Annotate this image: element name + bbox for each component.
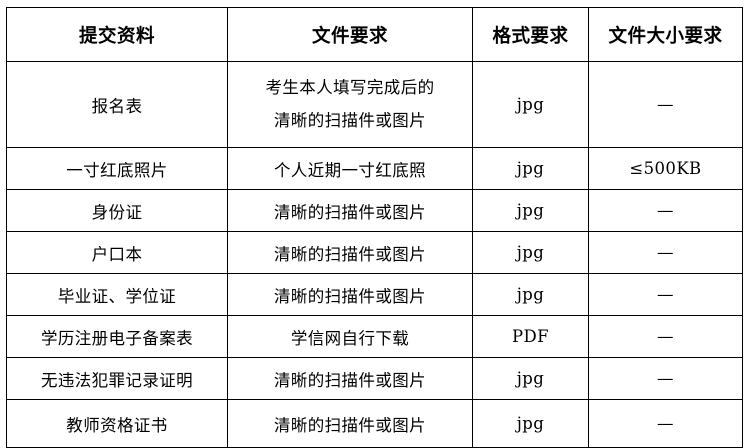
table-row: 学历注册电子备案表 学信网自行下载 PDF — [6,315,743,358]
table-row: 无违法犯罪记录证明 清晰的扫描件或图片 jpg — [6,357,743,400]
cell-file-size: — [588,61,743,148]
table-row: 报名表 考生本人填写完成后的 清晰的扫描件或图片 jpg — [6,61,743,148]
cell-material: 学历注册电子备案表 [6,315,228,358]
cell-file-requirement: 清晰的扫描件或图片 [227,231,473,274]
submission-materials-table: 提交资料 文件要求 格式要求 文件大小要求 报名表 考生本人填写完成后的 清晰的… [6,7,743,448]
cell-format: jpg [472,357,589,400]
cell-format: jpg [472,147,589,190]
cell-file-requirement: 学信网自行下载 [227,315,473,358]
cell-material: 无违法犯罪记录证明 [6,357,228,400]
table-header: 提交资料 文件要求 格式要求 文件大小要求 [6,7,743,62]
file-requirement-line-1: 考生本人填写完成后的 [265,78,435,98]
cell-file-size: — [588,315,743,358]
column-header-file-requirement: 文件要求 [227,7,473,62]
cell-file-size: — [588,357,743,400]
cell-file-size: — [588,189,743,232]
file-requirement-line-2: 清晰的扫描件或图片 [273,110,427,130]
cell-file-requirement: 个人近期一寸红底照 [227,147,473,190]
cell-material: 报名表 [6,61,228,148]
table-header-row: 提交资料 文件要求 格式要求 文件大小要求 [6,7,743,62]
table-row: 毕业证、学位证 清晰的扫描件或图片 jpg — [6,273,743,316]
column-header-material: 提交资料 [6,7,228,62]
cell-file-size: — [588,231,743,274]
cell-material: 毕业证、学位证 [6,273,228,316]
cell-format: jpg [472,61,589,148]
cell-file-requirement: 清晰的扫描件或图片 [227,189,473,232]
cell-file-requirement: 考生本人填写完成后的 清晰的扫描件或图片 [227,61,473,148]
cell-material: 一寸红底照片 [6,147,228,190]
table-row: 教师资格证书 清晰的扫描件或图片 jpg — [6,399,743,448]
table-row: 户口本 清晰的扫描件或图片 jpg — [6,231,743,274]
cell-material: 户口本 [6,231,228,274]
cell-file-size: — [588,399,743,448]
table-row: 身份证 清晰的扫描件或图片 jpg — [6,189,743,232]
cell-format: jpg [472,189,589,232]
table-row: 一寸红底照片 个人近期一寸红底照 jpg ≤500KB [6,147,743,190]
cell-file-size: ≤500KB [588,147,743,190]
cell-file-size: — [588,273,743,316]
column-header-format: 格式要求 [472,7,589,62]
table-body: 报名表 考生本人填写完成后的 清晰的扫描件或图片 jpg — 一寸红底照片 个人… [6,61,743,448]
cell-file-requirement: 清晰的扫描件或图片 [227,273,473,316]
cell-format: PDF [472,315,589,358]
cell-material: 教师资格证书 [6,399,228,448]
column-header-file-size: 文件大小要求 [588,7,743,62]
cell-format: jpg [472,399,589,448]
cell-format: jpg [472,231,589,274]
cell-material: 身份证 [6,189,228,232]
cell-file-requirement: 清晰的扫描件或图片 [227,399,473,448]
cell-format: jpg [472,273,589,316]
cell-file-requirement: 清晰的扫描件或图片 [227,357,473,400]
